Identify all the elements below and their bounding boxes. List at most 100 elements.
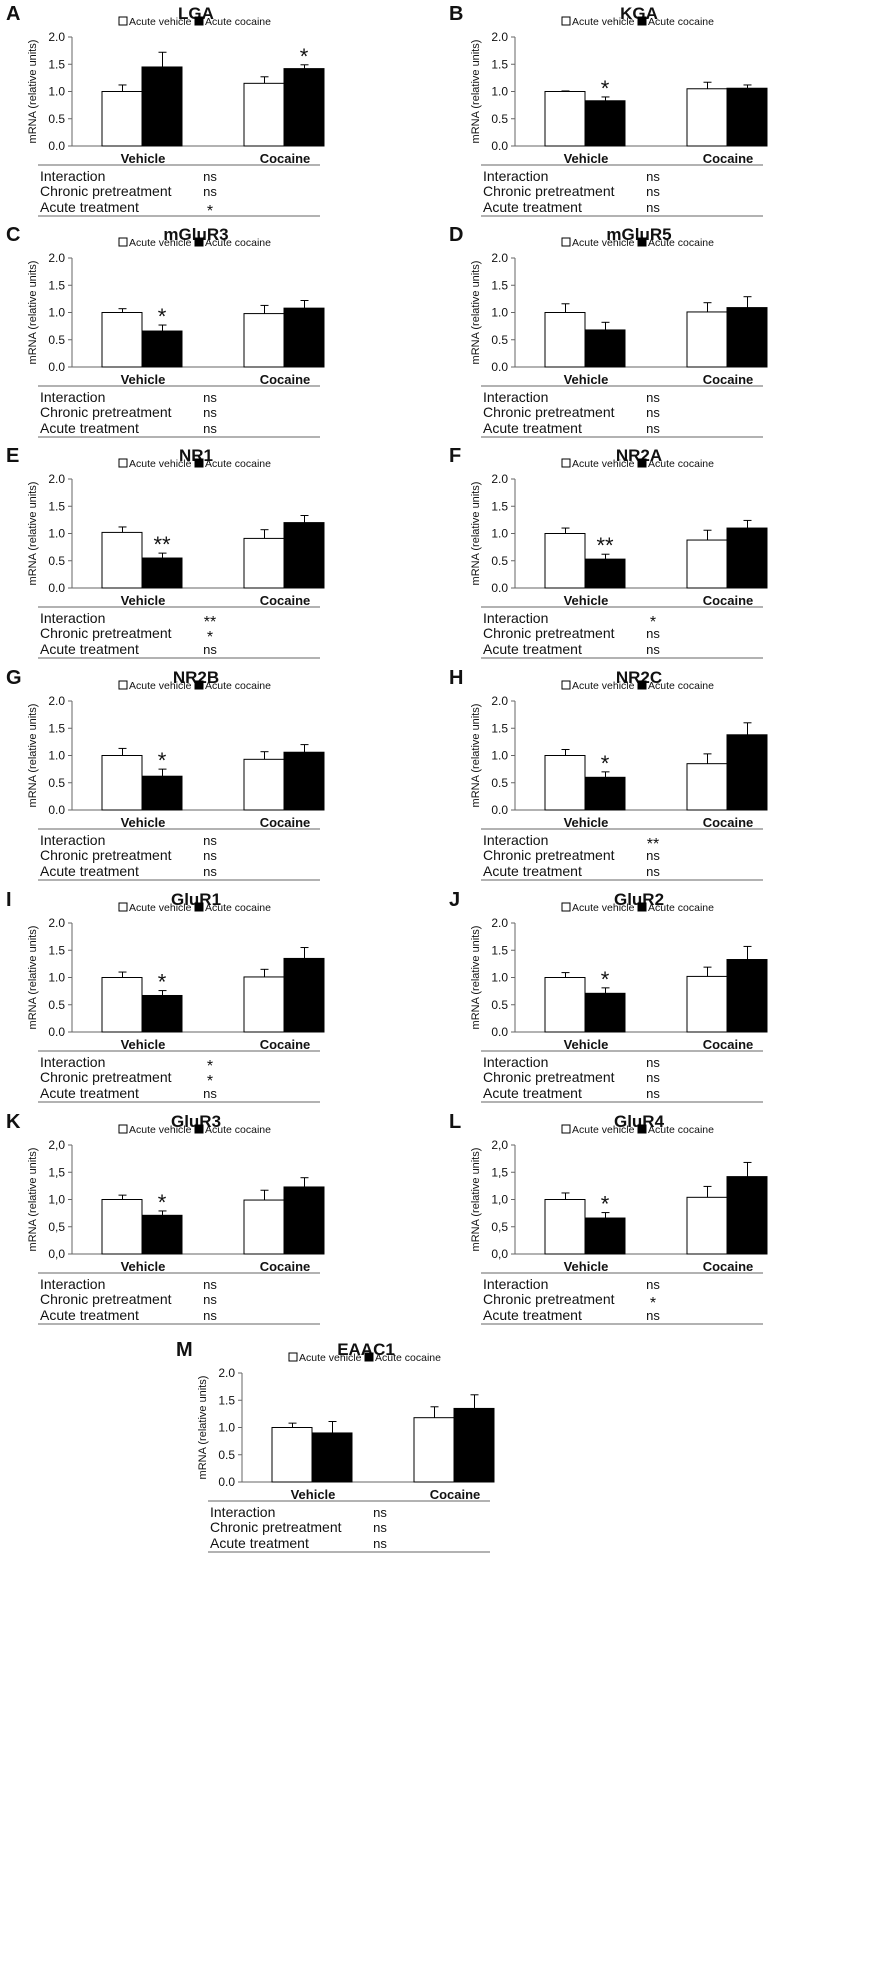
- bar-acute-cocaine-vehicle: [584, 1217, 626, 1255]
- bar-acute-cocaine-vehicle: [584, 776, 626, 811]
- stat-label: Acute treatment: [483, 1307, 582, 1323]
- stat-value: ns: [203, 642, 217, 657]
- y-tick-label: 2.0: [48, 916, 65, 930]
- y-tick-label: 1.0: [48, 306, 65, 320]
- chart-title: NR2A: [616, 446, 662, 465]
- stat-label: Acute treatment: [483, 199, 582, 215]
- stat-value: ns: [203, 1086, 217, 1101]
- stat-label: Chronic pretreatment: [483, 183, 615, 199]
- stat-label: Chronic pretreatment: [483, 1069, 615, 1085]
- category-label-vehicle: Vehicle: [564, 1259, 609, 1274]
- y-tick-label: 1.0: [491, 85, 508, 99]
- panel-f: F NR2A Acute vehicle Acute cocaine 0.0 0.5 1.0…: [443, 442, 873, 722]
- y-tick-label: 1.0: [48, 971, 65, 985]
- stat-value: ns: [203, 1308, 217, 1323]
- y-tick-label: 0,0: [491, 1247, 508, 1261]
- stat-value: ns: [646, 200, 660, 215]
- stat-label: Acute treatment: [210, 1535, 309, 1551]
- significance-mark: *: [158, 970, 167, 995]
- y-tick-label: 1.0: [491, 749, 508, 763]
- stat-label: Acute treatment: [483, 420, 582, 436]
- legend-swatch-cocaine: [364, 1352, 374, 1362]
- stat-value: ns: [203, 848, 217, 863]
- category-label-vehicle: Vehicle: [121, 1259, 166, 1274]
- bar-acute-cocaine-cocaine: [283, 957, 325, 1033]
- y-tick-label: 2.0: [491, 916, 508, 930]
- bar-acute-cocaine-vehicle: [141, 1214, 183, 1255]
- chart-title: NR2C: [616, 668, 662, 687]
- legend-label-cocaine: Acute cocaine: [205, 237, 271, 249]
- panel-letter: L: [449, 1111, 461, 1133]
- panel-a: A LGA Acute vehicle Acute cocaine 0.0 0.5 1.0 1…: [0, 0, 430, 280]
- y-tick-label: 0.0: [491, 803, 508, 817]
- y-tick-label: 0.5: [48, 776, 65, 790]
- y-tick-label: 1.0: [48, 85, 65, 99]
- bar-acute-cocaine-vehicle: [311, 1432, 353, 1483]
- bar-acute-vehicle-vehicle: [101, 1199, 143, 1255]
- y-tick-label: 0.0: [48, 581, 65, 595]
- legend-swatch-vehicle: [561, 1124, 571, 1134]
- chart-title: NR2B: [173, 668, 219, 687]
- category-label-vehicle: Vehicle: [564, 151, 609, 166]
- y-tick-label: 0.5: [491, 998, 508, 1012]
- panel-h: H NR2C Acute vehicle Acute cocaine 0.0 0.5 1.0…: [443, 664, 873, 944]
- legend-swatch-cocaine: [637, 16, 647, 26]
- panel-letter: J: [449, 889, 460, 911]
- panel-letter: H: [449, 667, 463, 689]
- y-tick-label: 1.0: [48, 527, 65, 541]
- legend-label-vehicle: Acute vehicle: [129, 1124, 192, 1136]
- legend-swatch-vehicle: [118, 1124, 128, 1134]
- y-tick-label: 0.0: [48, 803, 65, 817]
- y-tick-label: 0.0: [218, 1475, 235, 1489]
- stat-label: Acute treatment: [40, 420, 139, 436]
- y-tick-label: 1.5: [491, 278, 508, 292]
- y-axis-label: mRNA (relative units): [27, 40, 39, 144]
- significance-mark: *: [601, 751, 610, 776]
- significance-mark: **: [153, 532, 171, 557]
- stat-label: Chronic pretreatment: [40, 847, 172, 863]
- legend-label-vehicle: Acute vehicle: [129, 680, 192, 692]
- stat-label: Interaction: [483, 389, 548, 405]
- bar-acute-cocaine-cocaine: [283, 307, 325, 368]
- legend-swatch-vehicle: [561, 680, 571, 690]
- y-tick-label: 1,0: [491, 1193, 508, 1207]
- y-tick-label: 0.5: [48, 112, 65, 126]
- legend-swatch-cocaine: [194, 902, 204, 912]
- legend-label-cocaine: Acute cocaine: [205, 902, 271, 914]
- legend-swatch-vehicle: [561, 902, 571, 912]
- legend-label-cocaine: Acute cocaine: [205, 16, 271, 28]
- chart-title: NR1: [179, 446, 213, 465]
- y-tick-label: 1.5: [48, 721, 65, 735]
- bar-acute-cocaine-cocaine: [283, 522, 325, 589]
- stat-value: ns: [646, 1277, 660, 1292]
- y-tick-label: 0.5: [48, 333, 65, 347]
- y-tick-label: 2.0: [48, 251, 65, 265]
- stat-value: ns: [646, 390, 660, 405]
- panel-l: L GluR4 Acute vehicle Acute cocaine 0,0 0,5 1,…: [443, 1108, 873, 1388]
- bar-acute-vehicle-cocaine: [686, 539, 728, 589]
- stat-label: Chronic pretreatment: [483, 1291, 615, 1307]
- category-label-cocaine: Cocaine: [703, 151, 754, 166]
- y-axis-label: mRNA (relative units): [27, 261, 39, 365]
- stat-value: ns: [203, 421, 217, 436]
- stat-value: ns: [646, 169, 660, 184]
- y-axis-label: mRNA (relative units): [470, 40, 482, 144]
- stat-value: *: [207, 203, 213, 220]
- stat-label: Acute treatment: [40, 1307, 139, 1323]
- y-tick-label: 0.5: [218, 1448, 235, 1462]
- legend-swatch-vehicle: [118, 902, 128, 912]
- legend-label-vehicle: Acute vehicle: [129, 458, 192, 470]
- category-label-cocaine: Cocaine: [260, 372, 311, 387]
- stat-label: Interaction: [40, 168, 105, 184]
- bar-acute-vehicle-cocaine: [243, 1199, 285, 1255]
- legend-swatch-vehicle: [118, 680, 128, 690]
- y-tick-label: 1.0: [491, 306, 508, 320]
- stat-label: Chronic pretreatment: [40, 625, 172, 641]
- bar-acute-vehicle-cocaine: [686, 975, 728, 1033]
- legend-label-cocaine: Acute cocaine: [205, 1124, 271, 1136]
- category-label-cocaine: Cocaine: [703, 593, 754, 608]
